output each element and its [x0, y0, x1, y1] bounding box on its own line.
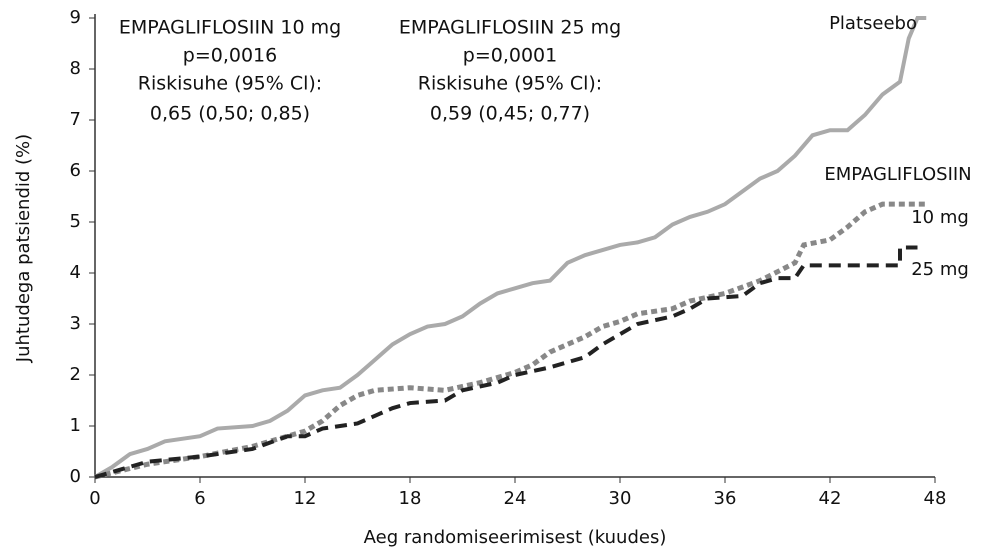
annotation: EMPAGLIFLOSIIN 25 mg: [399, 17, 621, 39]
x-tick-label: 18: [399, 488, 422, 509]
annotation: 0,65 (0,50; 0,85): [150, 103, 310, 125]
x-tick-label: 12: [294, 488, 317, 509]
y-tick-label: 0: [70, 466, 81, 487]
series-line: [94, 245, 918, 479]
x-tick-label: 36: [714, 488, 737, 509]
y-tick-label: 1: [70, 415, 81, 436]
y-axis-label: Juhtudega patsiendid (%): [13, 134, 34, 363]
y-tick-label: 6: [70, 160, 81, 181]
y-tick-label: 3: [70, 313, 81, 334]
y-tick-label: 8: [70, 58, 81, 79]
y-tick-label: 4: [70, 262, 81, 283]
x-tick-label: 6: [194, 488, 205, 509]
annotation: EMPAGLIFLOSIIN 10 mg: [119, 17, 341, 39]
series-line: [94, 201, 927, 480]
x-axis-label: Aeg randomiseerimisest (kuudes): [364, 527, 667, 548]
series-line: [93, 16, 927, 479]
annotation: Riskisuhe (95% Cl):: [138, 73, 322, 95]
annotation: 0,59 (0,45; 0,77): [430, 103, 590, 125]
y-tick-label: 2: [70, 364, 81, 385]
annotation: Riskisuhe (95% Cl):: [418, 73, 602, 95]
annotation: p=0,0001: [463, 45, 557, 67]
x-tick-label: 48: [924, 488, 947, 509]
series-label: 10 mg: [911, 207, 969, 228]
series-label: 25 mg: [911, 259, 969, 280]
y-tick-label: 9: [70, 7, 81, 28]
group-label: EMPAGLIFLOSIIN: [824, 164, 971, 185]
y-tick-label: 7: [70, 109, 81, 130]
x-tick-label: 0: [89, 488, 100, 509]
series-label: Platseebo: [829, 13, 917, 34]
x-tick-label: 24: [504, 488, 527, 509]
y-tick-label: 5: [70, 211, 81, 232]
annotation: p=0,0016: [183, 45, 277, 67]
x-tick-label: 42: [819, 488, 842, 509]
x-tick-label: 30: [609, 488, 632, 509]
